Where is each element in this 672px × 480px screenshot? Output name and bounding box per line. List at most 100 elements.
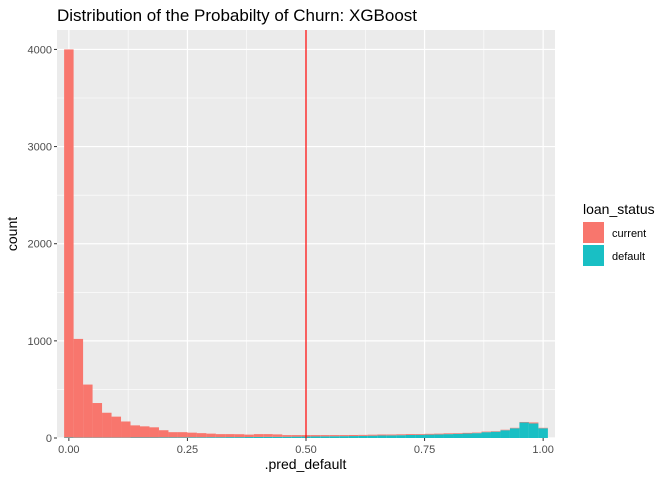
bar-current [405,434,416,435]
bar-current [472,432,482,434]
bar-current [121,421,131,438]
bar-default [215,437,226,438]
x-axis-ticks: 0.00 0.25 0.50 0.75 1.00 [58,438,554,456]
bar-default [519,422,529,438]
bar-current [291,435,302,437]
bar-default [282,436,292,438]
legend-title: loan_status [583,201,655,217]
bar-default [244,437,254,438]
bar-default [348,436,359,438]
bar-current [187,432,197,438]
bar-default [329,436,340,438]
bar-default [206,437,216,438]
bar-current [329,435,340,437]
bar-default [253,436,264,438]
bar-current [83,384,93,438]
bar-current [263,434,273,437]
legend-key-default [583,245,604,266]
bar-default [196,437,207,438]
bar-default [528,423,539,438]
bar-default [177,437,188,438]
bar-default [500,430,510,438]
x-tick-label: 0.50 [295,444,316,456]
y-tick-label: 4000 [28,44,52,56]
bar-default [310,436,321,438]
bar-current [253,434,264,437]
y-tick-label: 3000 [28,142,52,154]
x-axis-title: .pred_default [265,456,347,472]
bar-current [528,422,539,424]
y-axis-ticks: 0 1000 2000 3000 4000 [28,44,57,445]
bar-current [424,433,435,435]
bar-default [187,437,197,438]
bar-current [310,435,321,437]
legend-label-current: current [612,228,646,240]
bar-default [405,434,416,438]
bar-default [339,436,349,438]
bar-current [358,434,368,436]
bar-default [490,431,501,438]
bar-default [158,437,169,438]
bar-current [434,433,444,435]
legend-entries: current default [583,222,646,266]
bar-default [538,428,548,438]
bar-default [424,434,435,438]
bar-current [348,434,359,437]
x-tick-label: 0.75 [414,444,435,456]
x-tick-label: 1.00 [532,444,553,456]
bar-current [481,431,491,433]
bar-default [225,437,235,438]
bar-current [367,434,378,436]
bar-current [196,433,207,438]
bar-current [282,435,292,437]
bar-default [396,435,406,438]
bar-current [102,412,112,438]
chart-title: Distribution of the Probabilty of Churn:… [57,6,417,25]
bar-current [377,434,387,436]
bar-default [320,436,330,438]
bar-default [272,436,283,438]
bar-current [73,338,84,438]
bar-default [443,434,454,438]
bar-current [234,434,245,438]
bar-current [149,427,159,438]
bar-current [415,434,425,435]
bar-current [339,435,349,437]
bar-current [443,433,454,435]
bar-default [472,433,482,438]
bar-current [225,434,235,438]
bar-current [386,434,397,436]
bar-current [92,403,103,438]
bar-current [272,434,283,437]
bar-current [244,434,254,438]
bar-current [158,430,169,438]
y-tick-label: 1000 [28,336,52,348]
bar-current [177,432,188,438]
y-tick-label: 0 [46,433,52,445]
bar-default [358,435,368,438]
x-tick-label: 0.00 [58,444,79,456]
bar-default [168,437,178,438]
legend-label-default: default [612,251,645,263]
bar-current [462,432,472,434]
bar-current [206,433,216,438]
bar-current [168,432,178,438]
bar-default [434,434,444,438]
bar-default [234,437,245,438]
bar-default [509,428,520,438]
bar-current [453,433,463,434]
bar-current [396,434,406,436]
x-tick-label: 0.25 [177,444,198,456]
bar-current [111,416,122,438]
bar-default [263,436,273,438]
bar-current [140,426,150,438]
bar-current [320,435,330,437]
bar-default [367,435,378,438]
bar-default [462,433,472,438]
bar-default [377,435,387,438]
bar-default [291,436,302,438]
bar-default [386,435,397,438]
bar-current [64,49,74,438]
bar-current [215,434,226,438]
